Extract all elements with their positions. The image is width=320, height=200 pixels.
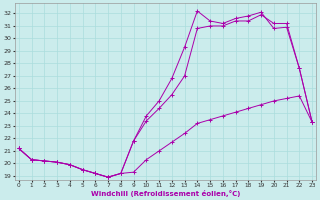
X-axis label: Windchill (Refroidissement éolien,°C): Windchill (Refroidissement éolien,°C) [91,190,240,197]
